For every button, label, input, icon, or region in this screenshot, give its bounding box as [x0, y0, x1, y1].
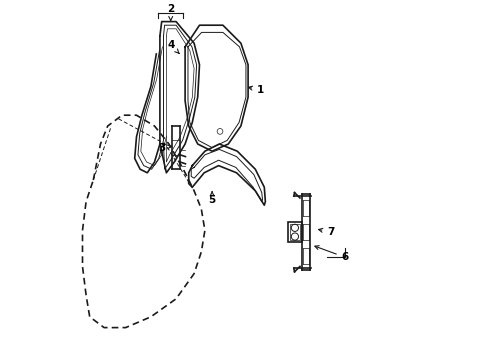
Bar [287, 222, 301, 242]
Text: 4: 4 [167, 40, 179, 54]
Text: 3: 3 [159, 143, 171, 153]
Text: 6: 6 [314, 246, 348, 262]
Text: 7: 7 [318, 227, 334, 237]
Text: 1: 1 [248, 85, 264, 95]
Bar [289, 224, 299, 240]
Text: 5: 5 [208, 192, 215, 205]
Text: 2: 2 [167, 4, 174, 21]
